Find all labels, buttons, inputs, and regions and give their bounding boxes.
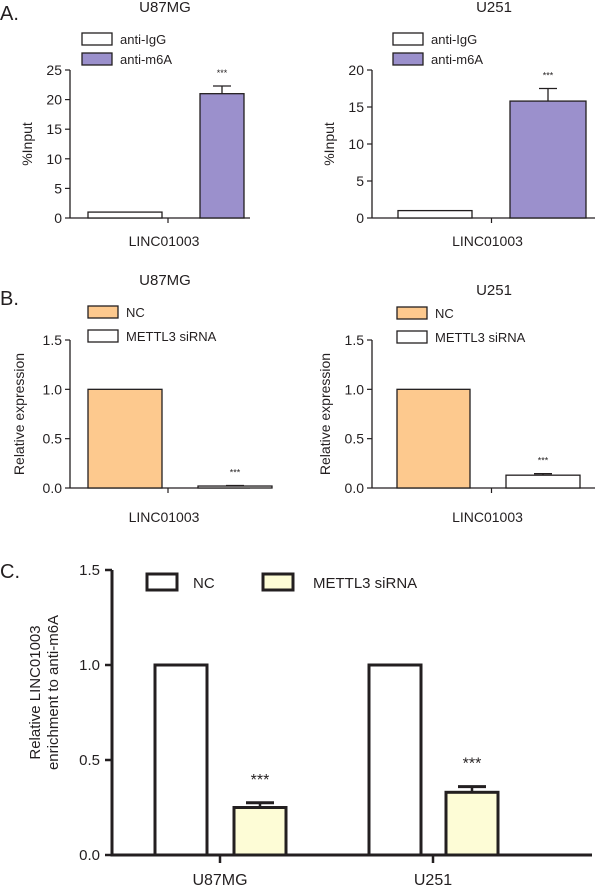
y-axis-label-line: Relative LINC01003 [27,625,44,759]
y-tick-label: 0.5 [79,752,100,769]
x-category-label: LINC01003 [129,233,200,249]
y-tick-label: 0.5 [43,431,63,447]
bar-mettl3-sirna [197,485,273,489]
y-axis-label: Relative expression [11,353,27,475]
bar-nc [153,663,209,857]
significance-label: *** [251,772,270,789]
y-tick-label: 0 [356,210,364,226]
y-tick-label: 15 [348,99,364,115]
legend-swatch [396,306,428,320]
y-tick-label: 20 [46,92,62,108]
bar-nc [396,388,471,489]
legend-label: METTL3 siRNA [313,575,417,592]
chart-title: U251 [476,282,512,299]
chart-title: U251 [476,0,512,16]
y-tick-label: 1.5 [345,332,365,348]
legend-label: METTL3 siRNA [435,330,526,345]
panel-label-a: A. [0,3,19,25]
x-category-label: LINC01003 [129,509,200,525]
y-axis-label: %Input [19,122,35,166]
chart-c: 0.0 0.5 1.0 1.5 Relative LINC01003 enrichment… [27,562,592,888]
bar-nc [367,663,423,857]
y-tick-label: 0.0 [43,480,63,496]
y-tick-label: 0.0 [79,847,100,864]
y-tick-label: 20 [348,62,364,78]
bar-anti-igg [397,209,473,219]
legend-swatch [392,52,424,66]
significance-label: *** [463,756,482,773]
legend-label: anti-IgG [431,32,477,47]
y-tick-label: 1.0 [79,657,100,674]
bar-mettl3-sirna [505,474,581,489]
chart-a1: U87MG 0 5 10 15 20 25 %Input LINC01003 anti-IgG **… [19,0,250,249]
y-tick-label: 10 [46,151,62,167]
y-tick-label: 1.0 [43,381,63,397]
y-axis-label: %Input [321,122,337,166]
legend-label: NC [435,306,454,321]
legend-swatch [261,572,295,592]
significance-label: *** [543,71,554,81]
legend-label: METTL3 siRNA [126,329,217,344]
y-tick-label: 1.5 [43,332,63,348]
significance-label: *** [217,68,228,78]
legend-label: NC [193,575,215,592]
legend-swatch [87,329,119,343]
legend-label: anti-m6A [120,52,172,67]
y-axis-label-line: enrichment to anti-m6A [45,615,62,770]
y-tick-label: 5 [54,180,62,196]
legend-swatch [392,32,424,46]
charts-layer: U87MG 0 5 10 15 20 25 %Input LINC01003 anti-IgG **… [11,0,595,888]
y-tick-label: 10 [348,136,364,152]
chart-title: U87MG [139,0,191,16]
x-category-label: LINC01003 [452,509,523,525]
legend-swatch [87,305,119,319]
chart-b1: U87MG 0.0 0.5 1.0 1.5 Relative expression LINC… [11,272,273,525]
chart-title: U87MG [139,272,191,289]
x-category-label: LINC01003 [452,233,523,249]
panel-label-b: B. [0,288,19,310]
x-category-label: U87MG [192,872,247,888]
legend-label: NC [126,305,145,320]
y-tick-label: 15 [46,121,62,137]
legend-label: anti-IgG [120,32,166,47]
y-tick-label: 0.5 [345,431,365,447]
bar-mettl3-sirna [232,806,288,857]
legend-swatch [81,32,113,46]
bar-anti-igg [87,211,163,219]
bar-anti-m6a [509,100,587,219]
chart-b2: U251 0.0 0.5 1.0 1.5 Relative expression LINC0… [317,282,595,525]
significance-label: *** [538,456,549,466]
y-tick-label: 1.0 [345,381,365,397]
y-tick-label: 5 [356,173,364,189]
legend-label: anti-m6A [431,52,483,67]
bar-mettl3-sirna [444,790,500,857]
panel-label-c: C. [0,561,20,583]
y-tick-label: 25 [46,62,62,78]
y-axis-label: Relative expression [317,353,333,475]
legend-swatch [396,330,428,344]
bar-anti-m6a [199,93,245,219]
y-tick-label: 0 [54,210,62,226]
x-category-label: U251 [414,872,452,888]
chart-a2: U251 0 5 10 15 20 %Input LINC01003 anti-IgG *** an… [321,0,595,249]
bar-nc [87,388,163,489]
y-tick-label: 0.0 [345,480,365,496]
significance-label: *** [230,468,241,478]
y-tick-label: 1.5 [79,562,100,579]
legend-swatch [145,572,179,592]
legend-swatch [81,52,113,66]
